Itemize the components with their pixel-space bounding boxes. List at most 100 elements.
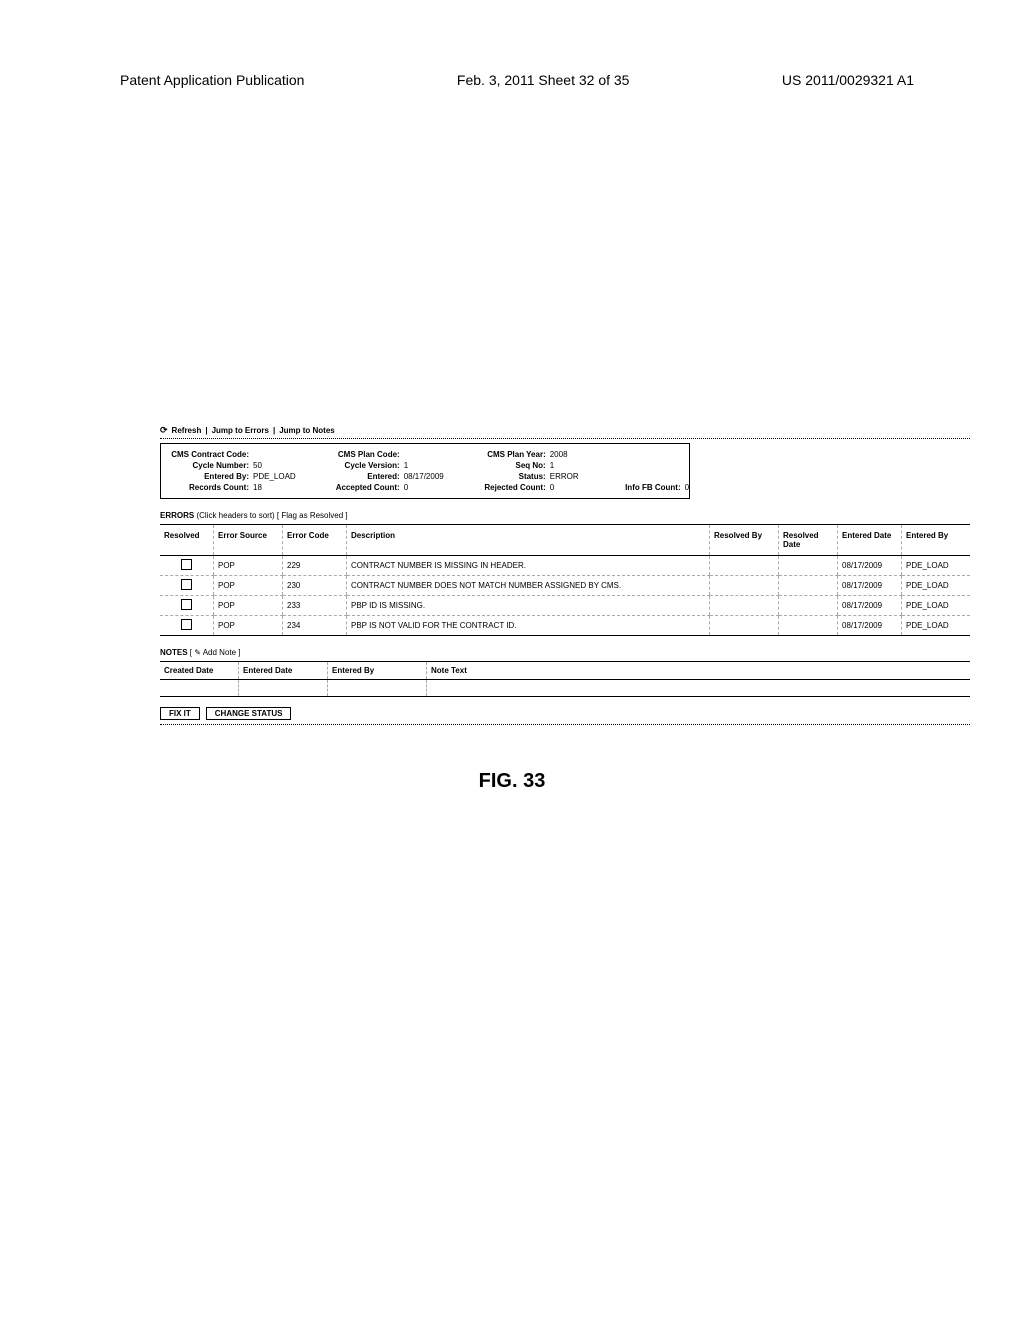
table-row: POP233PBP ID IS MISSING. 08/17/2009PDE_LO… — [160, 596, 970, 616]
value-cms-plan-year: 2008 — [550, 450, 568, 459]
cell-entered-date: 08/17/2009 — [838, 576, 902, 596]
label-accepted-count: Accepted Count: — [326, 483, 400, 492]
header-left: Patent Application Publication — [120, 72, 304, 88]
value-status: ERROR — [550, 472, 579, 481]
figure-caption: FIG. 33 — [0, 770, 1024, 793]
checkbox-icon[interactable] — [181, 599, 192, 610]
refresh-link[interactable]: Refresh — [172, 426, 202, 435]
cell-resolved-by — [710, 596, 779, 616]
value-seq-no: 1 — [550, 461, 554, 470]
value-entered: 08/17/2009 — [404, 472, 444, 481]
table-row: POP229CONTRACT NUMBER IS MISSING IN HEAD… — [160, 556, 970, 576]
header-center: Feb. 3, 2011 Sheet 32 of 35 — [457, 72, 630, 88]
notes-col-created-date[interactable]: Created Date — [160, 662, 239, 680]
checkbox-icon[interactable] — [181, 619, 192, 630]
errors-col-error-code[interactable]: Error Code — [283, 525, 347, 556]
errors-col-resolved-date[interactable]: Resolved Date — [779, 525, 838, 556]
errors-col-resolved[interactable]: Resolved — [160, 525, 214, 556]
cell-error-source: POP — [214, 616, 283, 636]
info-col-3: CMS Plan Year:2008 Seq No:1 Status:ERROR… — [474, 450, 579, 492]
cell-resolved-date — [779, 576, 838, 596]
cell-resolved-date — [779, 596, 838, 616]
value-info-fb-count: 0 — [685, 483, 689, 492]
resolved-checkbox-cell — [160, 556, 214, 576]
notes-add-prefix: [ ✎ — [188, 648, 203, 657]
errors-title-rest: (Click headers to sort) [ — [194, 511, 281, 520]
notes-title-bold: NOTES — [160, 648, 188, 657]
cell-resolved-by — [710, 556, 779, 576]
cell-entered-by: PDE_LOAD — [902, 556, 971, 576]
notes-cell — [427, 680, 971, 697]
cell-error-code: 229 — [283, 556, 347, 576]
notes-col-note-text[interactable]: Note Text — [427, 662, 971, 680]
notes-cell — [160, 680, 239, 697]
label-cycle-number: Cycle Number: — [171, 461, 249, 470]
errors-col-description[interactable]: Description — [347, 525, 710, 556]
errors-col-entered-date[interactable]: Entered Date — [838, 525, 902, 556]
cell-entered-by: PDE_LOAD — [902, 576, 971, 596]
value-rejected-count: 0 — [550, 483, 554, 492]
separator: | — [273, 426, 275, 435]
cell-error-source: POP — [214, 556, 283, 576]
cell-description: PBP ID IS MISSING. — [347, 596, 710, 616]
cell-resolved-date — [779, 556, 838, 576]
refresh-icon[interactable]: ⟳ — [160, 425, 168, 436]
info-col-1: CMS Contract Code: Cycle Number:50 Enter… — [171, 450, 296, 492]
cell-resolved-by — [710, 616, 779, 636]
errors-col-error-source[interactable]: Error Source — [214, 525, 283, 556]
value-records-count: 18 — [253, 483, 262, 492]
value-cycle-version: 1 — [404, 461, 408, 470]
checkbox-icon[interactable] — [181, 559, 192, 570]
notes-table: Created Date Entered Date Entered By Not… — [160, 661, 970, 697]
label-cms-plan-code: CMS Plan Code: — [326, 450, 400, 459]
value-cycle-number: 50 — [253, 461, 262, 470]
cell-error-source: POP — [214, 596, 283, 616]
flag-resolved-link[interactable]: Flag as Resolved — [281, 511, 343, 520]
checkbox-icon[interactable] — [181, 579, 192, 590]
resolved-checkbox-cell — [160, 616, 214, 636]
errors-col-resolved-by[interactable]: Resolved By — [710, 525, 779, 556]
notes-add-suffix: ] — [236, 648, 240, 657]
label-cycle-version: Cycle Version: — [326, 461, 400, 470]
cell-description: PBP IS NOT VALID FOR THE CONTRACT ID. — [347, 616, 710, 636]
value-entered-by: PDE_LOAD — [253, 472, 296, 481]
button-row: FIX IT CHANGE STATUS — [160, 707, 970, 725]
label-records-count: Records Count: — [171, 483, 249, 492]
cell-description: CONTRACT NUMBER DOES NOT MATCH NUMBER AS… — [347, 576, 710, 596]
add-note-link[interactable]: Add Note — [203, 648, 236, 657]
label-entered-by: Entered By: — [171, 472, 249, 481]
resolved-checkbox-cell — [160, 576, 214, 596]
fix-it-button[interactable]: FIX IT — [160, 707, 200, 720]
notes-col-entered-by[interactable]: Entered By — [328, 662, 427, 680]
errors-title-end: ] — [343, 511, 347, 520]
change-status-button[interactable]: CHANGE STATUS — [206, 707, 292, 720]
table-row: POP230CONTRACT NUMBER DOES NOT MATCH NUM… — [160, 576, 970, 596]
jump-errors-link[interactable]: Jump to Errors — [212, 426, 269, 435]
cell-error-code: 233 — [283, 596, 347, 616]
cell-resolved-by — [710, 576, 779, 596]
cell-entered-date: 08/17/2009 — [838, 596, 902, 616]
label-rejected-count: Rejected Count: — [474, 483, 546, 492]
cell-entered-by: PDE_LOAD — [902, 596, 971, 616]
cell-resolved-date — [779, 616, 838, 636]
errors-col-entered-by[interactable]: Entered By — [902, 525, 971, 556]
page: Patent Application Publication Feb. 3, 2… — [0, 0, 1024, 1320]
table-row: POP234PBP IS NOT VALID FOR THE CONTRACT … — [160, 616, 970, 636]
jump-notes-link[interactable]: Jump to Notes — [279, 426, 335, 435]
label-seq-no: Seq No: — [474, 461, 546, 470]
label-info-fb-count: Info FB Count: — [609, 483, 681, 492]
toolbar: ⟳ Refresh | Jump to Errors | Jump to Not… — [160, 425, 970, 439]
info-col-2: CMS Plan Code: Cycle Version:1 Entered:0… — [326, 450, 444, 492]
cell-error-source: POP — [214, 576, 283, 596]
cell-entered-date: 08/17/2009 — [838, 616, 902, 636]
patent-header: Patent Application Publication Feb. 3, 2… — [0, 72, 1024, 88]
info-col-4: Info FB Count: 0 — [609, 450, 689, 492]
header-right: US 2011/0029321 A1 — [782, 72, 914, 88]
notes-section-title: NOTES [ ✎ Add Note ] — [160, 648, 970, 657]
errors-title-bold: ERRORS — [160, 511, 194, 520]
notes-cell — [328, 680, 427, 697]
label-status: Status: — [474, 472, 546, 481]
notes-col-entered-date[interactable]: Entered Date — [239, 662, 328, 680]
resolved-checkbox-cell — [160, 596, 214, 616]
cell-error-code: 230 — [283, 576, 347, 596]
